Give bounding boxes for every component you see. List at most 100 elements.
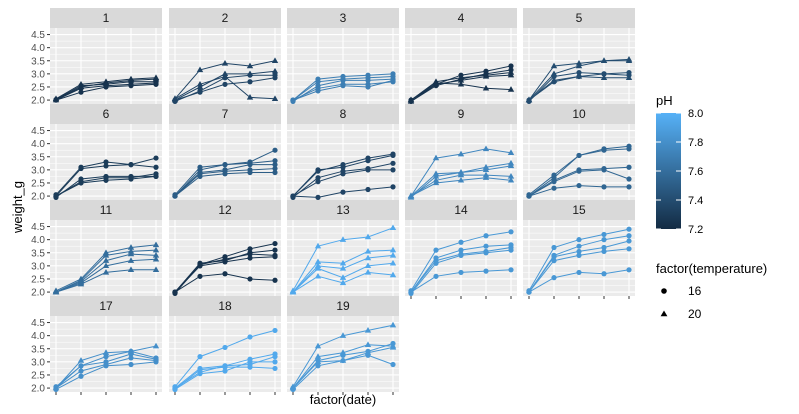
- y-tick-label: 4.5: [31, 318, 45, 329]
- y-tick-label: 2.0: [31, 192, 45, 203]
- facet-strip-label: 17: [99, 299, 113, 313]
- data-point-circle: [222, 171, 228, 177]
- data-point-circle: [433, 247, 439, 253]
- data-point-circle: [390, 167, 396, 173]
- colorbar-tick-label: 7.6: [688, 166, 703, 178]
- data-point-circle: [272, 277, 278, 283]
- data-point-triangle: [314, 358, 322, 365]
- data-point-circle: [53, 193, 59, 199]
- data-point-triangle: [407, 192, 415, 199]
- data-point-circle: [365, 77, 371, 84]
- data-point-circle: [526, 193, 532, 199]
- facet-strip-label: 8: [340, 107, 347, 121]
- y-tick-label: 2.0: [31, 384, 45, 395]
- data-point-triangle: [127, 244, 135, 250]
- x-axis-title: factor(date): [310, 392, 376, 407]
- data-point-triangle: [102, 349, 110, 355]
- data-point-circle: [576, 237, 582, 243]
- data-point-circle: [197, 89, 203, 95]
- data-point-circle: [247, 276, 253, 282]
- data-point-triangle: [339, 274, 347, 280]
- colorbar-tick-label: 8.0: [688, 108, 703, 120]
- data-point-circle: [340, 83, 346, 89]
- data-point-triangle: [152, 251, 160, 258]
- data-point-triangle: [102, 251, 110, 258]
- facet-panel: 17 2.0 2.5 3.0 3.5 4.0 4.5: [31, 296, 162, 395]
- y-tick-label: 3.0: [31, 357, 45, 368]
- y-tick-label: 3.5: [31, 248, 45, 259]
- data-point-triangle: [389, 246, 397, 253]
- data-point-triangle: [432, 173, 440, 179]
- data-point-circle: [103, 163, 109, 169]
- facet-strip-label: 18: [218, 299, 232, 313]
- y-tick-label: 2.0: [31, 288, 45, 299]
- data-point-circle: [272, 240, 278, 247]
- data-point-circle: [78, 89, 84, 95]
- data-point-circle: [551, 185, 557, 191]
- data-point-triangle: [127, 266, 135, 272]
- data-point-circle: [272, 147, 278, 153]
- y-tick-label: 3.5: [31, 56, 45, 67]
- data-point-circle: [576, 182, 582, 189]
- data-point-circle: [272, 247, 278, 253]
- data-point-circle: [78, 165, 84, 172]
- data-point-triangle: [102, 269, 110, 275]
- y-tick-label: 2.5: [31, 370, 45, 381]
- data-point-triangle: [339, 279, 347, 286]
- data-point-circle: [197, 173, 203, 180]
- data-point-triangle: [457, 80, 465, 87]
- facet-panel: 1 2.0 2.5 3.0 3.5 4.0 4.5: [31, 8, 162, 107]
- data-point-circle: [222, 364, 228, 370]
- data-point-circle: [576, 168, 582, 174]
- y-tick-label: 2.5: [31, 82, 45, 93]
- data-point-circle: [626, 164, 632, 170]
- facet-strip-label: 2: [222, 11, 229, 25]
- data-point-circle: [365, 158, 371, 164]
- data-point-circle: [197, 273, 203, 279]
- data-point-circle: [247, 251, 253, 257]
- data-point-circle: [128, 361, 134, 368]
- facet-strip: [50, 296, 162, 316]
- data-point-circle: [626, 184, 632, 190]
- data-point-circle: [483, 250, 489, 256]
- data-point-circle: [626, 226, 632, 232]
- data-point-circle: [197, 367, 203, 373]
- data-point-circle: [315, 79, 321, 85]
- data-point-circle: [551, 275, 557, 281]
- data-point-triangle: [600, 57, 608, 63]
- data-point-triangle: [102, 262, 110, 269]
- data-point-triangle: [550, 77, 558, 83]
- facet-strip-label: 5: [576, 11, 583, 25]
- data-point-circle: [103, 177, 109, 183]
- data-point-circle: [458, 239, 464, 245]
- data-point-triangle: [482, 84, 490, 91]
- data-point-circle: [197, 371, 203, 377]
- data-point-circle: [290, 386, 296, 392]
- data-point-triangle: [457, 77, 465, 83]
- data-point-triangle: [575, 73, 583, 79]
- data-point-circle: [365, 352, 371, 358]
- y-tick-label: 3.5: [31, 152, 45, 163]
- facet-strip: [169, 296, 281, 316]
- data-point-circle: [128, 83, 134, 89]
- facet-strip: [169, 8, 281, 28]
- facet-panel: 14: [405, 200, 517, 299]
- y-tick-label: 4.0: [31, 43, 45, 54]
- data-point-triangle: [152, 246, 160, 253]
- data-point-circle: [272, 165, 278, 172]
- data-point-triangle: [507, 173, 515, 179]
- facet-strip: [287, 8, 399, 28]
- data-point-circle: [626, 233, 632, 239]
- data-point-triangle: [77, 357, 85, 363]
- data-point-circle: [551, 254, 557, 260]
- data-point-triangle: [364, 341, 372, 348]
- data-point-circle: [222, 344, 228, 351]
- data-point-triangle: [52, 288, 60, 295]
- facet-panel: 5: [523, 8, 635, 104]
- data-point-triangle: [196, 66, 204, 73]
- facet-strip: [50, 200, 162, 220]
- data-point-circle: [626, 146, 632, 152]
- data-point-triangle: [127, 77, 135, 83]
- data-point-triangle: [507, 86, 515, 92]
